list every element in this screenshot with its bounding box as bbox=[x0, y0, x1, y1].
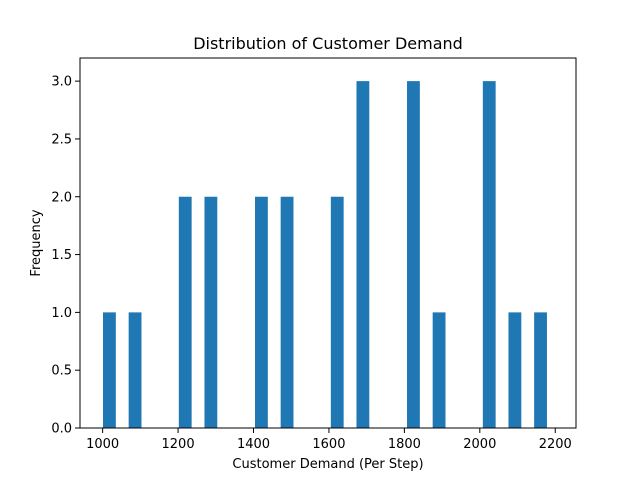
bar-11 bbox=[508, 312, 522, 429]
bar-1 bbox=[128, 312, 142, 429]
y-tick-label: 1.5 bbox=[51, 248, 72, 263]
y-tick-label: 1.0 bbox=[51, 306, 72, 321]
plot-frame bbox=[79, 57, 577, 429]
y-axis: 0.0 0.5 1.0 1.5 2.0 2.5 3.0 bbox=[51, 75, 80, 437]
bar-12 bbox=[534, 312, 547, 429]
chart-title: Distribution of Customer Demand bbox=[193, 34, 463, 53]
bar-9 bbox=[432, 312, 446, 429]
x-tick-label: 1000 bbox=[86, 437, 119, 452]
x-tick-label: 1800 bbox=[388, 437, 421, 452]
bar-2 bbox=[178, 196, 192, 428]
y-tick-label: 2.0 bbox=[51, 190, 72, 205]
bar-4 bbox=[255, 196, 268, 428]
bar-0 bbox=[103, 312, 116, 429]
bars-group bbox=[103, 81, 547, 429]
bar-5 bbox=[280, 196, 294, 428]
y-tick-label: 3.0 bbox=[51, 75, 72, 90]
bar-10 bbox=[482, 81, 496, 429]
y-tick-label: 0.0 bbox=[51, 422, 72, 437]
x-tick-label: 2000 bbox=[463, 437, 496, 452]
y-tick-label: 0.5 bbox=[51, 364, 72, 379]
bar-6 bbox=[330, 196, 344, 428]
x-axis-label: Customer Demand (Per Step) bbox=[232, 457, 423, 472]
x-axis: 1000 1200 1400 1600 1800 2000 2200 bbox=[86, 428, 572, 452]
y-tick-label: 2.5 bbox=[51, 132, 72, 147]
bar-8 bbox=[407, 81, 420, 429]
bar-3 bbox=[204, 196, 218, 428]
x-tick-label: 2200 bbox=[539, 437, 572, 452]
y-axis-label: Frequency bbox=[29, 209, 44, 276]
x-tick-label: 1200 bbox=[162, 437, 195, 452]
x-tick-label: 1400 bbox=[237, 437, 270, 452]
x-tick-label: 1600 bbox=[312, 437, 345, 452]
bar-7 bbox=[356, 81, 370, 429]
